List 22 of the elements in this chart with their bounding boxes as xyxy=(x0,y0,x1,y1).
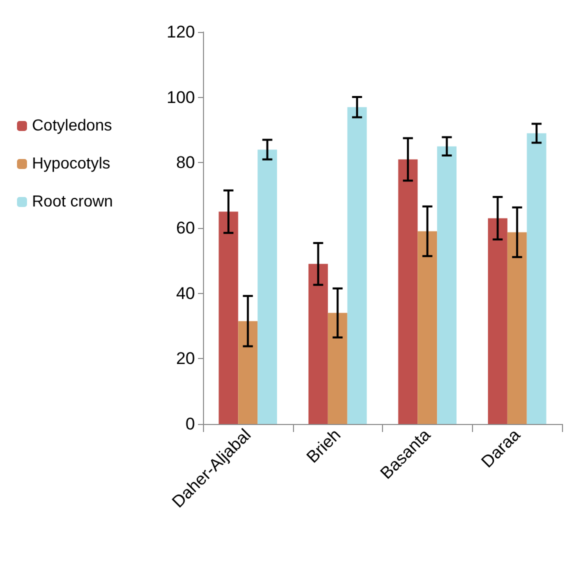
bar xyxy=(418,231,438,424)
y-tick-label: 80 xyxy=(176,153,195,172)
bar xyxy=(437,146,457,424)
bar xyxy=(347,107,367,424)
bar xyxy=(308,264,328,424)
bar xyxy=(488,218,508,424)
legend-label: Root crown xyxy=(32,194,113,210)
bar xyxy=(218,212,238,424)
y-tick-label: 60 xyxy=(176,218,195,238)
legend-label: Hypocotyls xyxy=(32,156,110,172)
bar xyxy=(258,150,278,424)
bar xyxy=(238,321,258,424)
y-tick-label: 20 xyxy=(176,349,195,368)
bar xyxy=(328,312,348,424)
bar xyxy=(526,133,546,424)
bar xyxy=(398,159,418,424)
y-tick-label: 100 xyxy=(166,88,195,107)
bar xyxy=(507,232,527,424)
y-tick-label: 40 xyxy=(176,284,195,303)
legend-label: Cotyledons xyxy=(32,118,112,134)
y-tick-label: 0 xyxy=(186,414,195,434)
y-tick-label: 120 xyxy=(166,22,195,42)
